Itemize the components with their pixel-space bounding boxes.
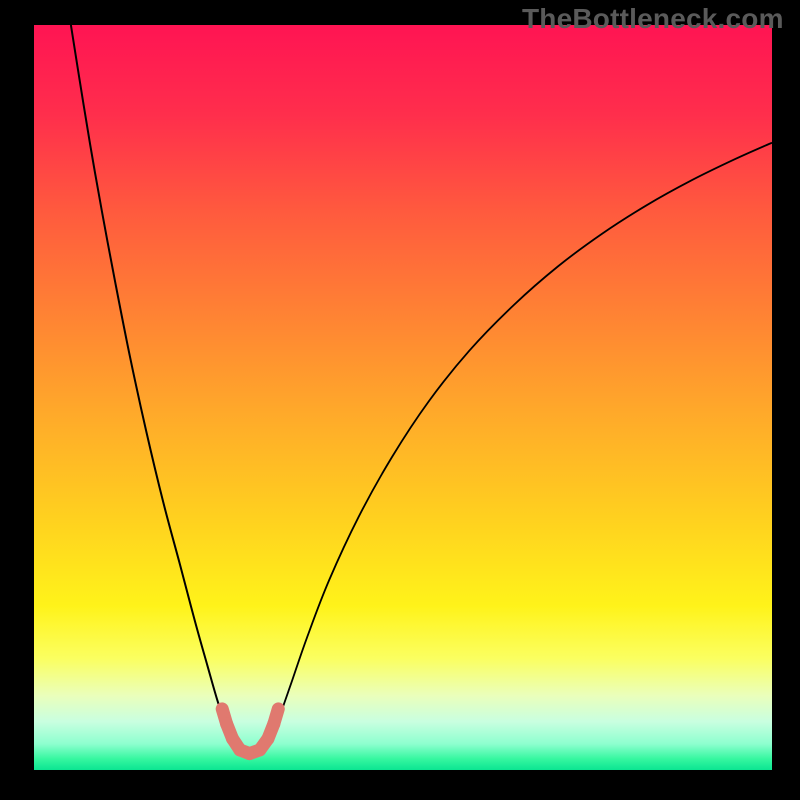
bottleneck-chart: [34, 25, 772, 770]
watermark-label: TheBottleneck.com: [522, 3, 784, 35]
frame: TheBottleneck.com: [0, 0, 800, 800]
gradient-background: [34, 25, 772, 770]
plot-area: [34, 25, 772, 770]
